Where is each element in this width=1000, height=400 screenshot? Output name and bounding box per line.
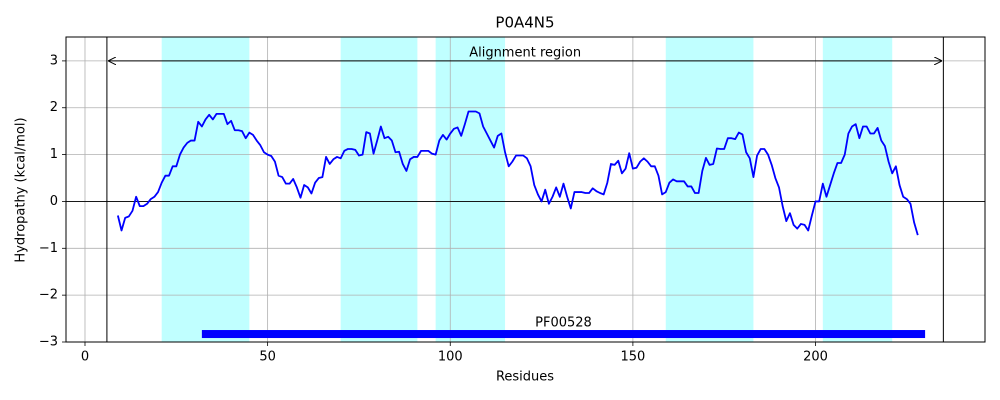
y-tick-label: 3 — [50, 53, 58, 68]
alignment-label: Alignment region — [469, 45, 581, 60]
x-tick-label: 150 — [620, 350, 645, 365]
y-tick-label: −3 — [39, 335, 58, 350]
y-tick-label: 2 — [50, 100, 58, 115]
plot-frame — [65, 36, 986, 343]
transmembrane-region — [161, 37, 250, 342]
y-tick-label: −2 — [39, 288, 58, 303]
x-tick-label: 100 — [438, 350, 463, 365]
transmembrane-region — [665, 37, 754, 342]
x-tick-label: 50 — [259, 350, 276, 365]
domain-bar — [201, 330, 926, 339]
y-axis-label: Hydropathy (kcal/mol) — [14, 117, 29, 262]
y-tick-label: −1 — [39, 241, 58, 256]
y-tick-label: 1 — [50, 147, 58, 162]
chart-title: P0A4N5 — [495, 14, 554, 32]
transmembrane-region — [822, 37, 893, 342]
x-tick-label: 0 — [81, 350, 89, 365]
transmembrane-region — [340, 37, 418, 342]
domain-label: PF00528 — [535, 316, 592, 331]
hydropathy-line — [116, 110, 919, 236]
x-axis-label: Residues — [496, 370, 554, 385]
transmembrane-region — [435, 37, 506, 342]
y-tick-label: 0 — [50, 194, 58, 209]
x-tick-label: 200 — [803, 350, 828, 365]
